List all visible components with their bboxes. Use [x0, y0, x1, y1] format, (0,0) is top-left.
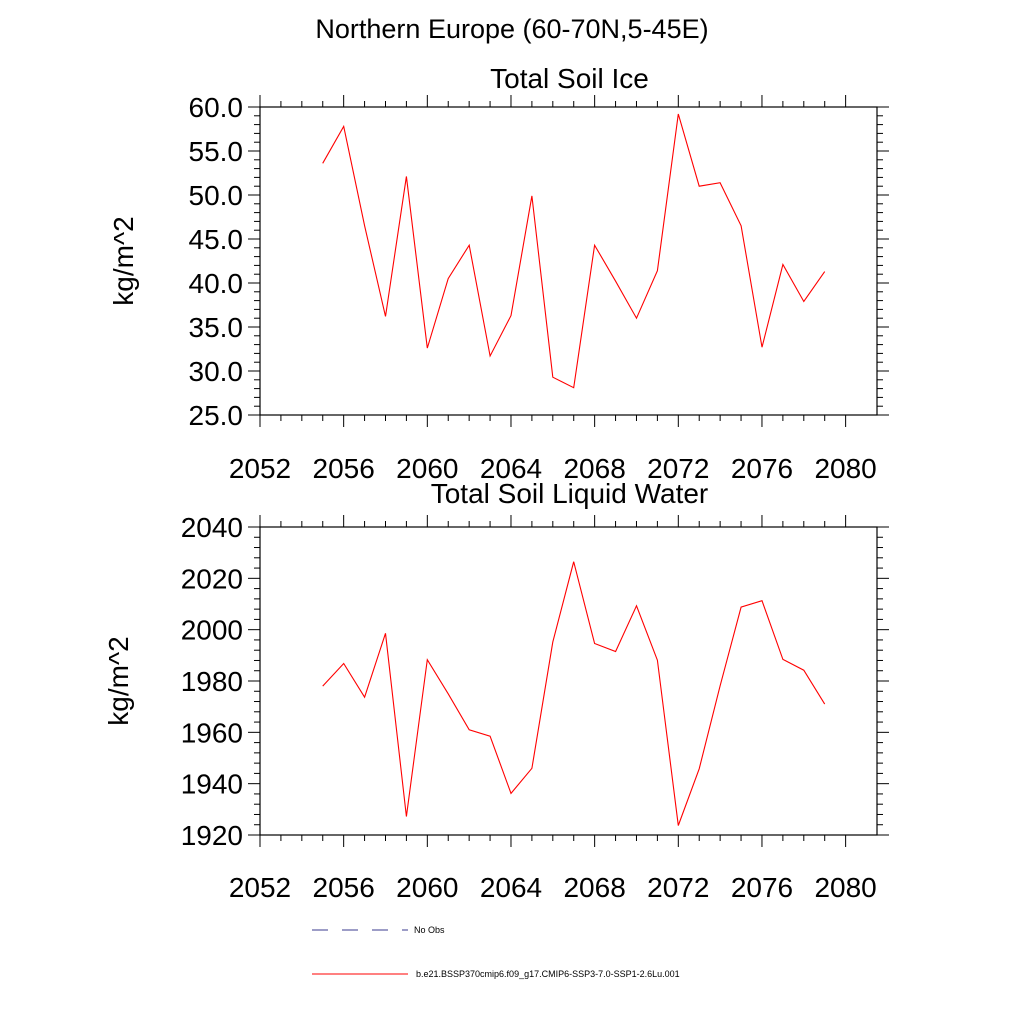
series-line-1 — [322, 113, 826, 389]
x-tick-label: 2064 — [480, 453, 542, 484]
y-tick-label: 1940 — [181, 769, 243, 800]
x-tick-label: 2068 — [563, 872, 625, 903]
x-tick-label: 2060 — [396, 872, 458, 903]
y-tick-label: 35.0 — [189, 312, 244, 343]
y-tick-label: 1960 — [181, 717, 243, 748]
series-line-1 — [322, 561, 826, 826]
panel-2: Total Soil Liquid Water kg/m^2 2052 2056 206… — [103, 478, 889, 903]
y-axis-label: kg/m^2 — [108, 216, 139, 305]
x-tick-label: 2076 — [731, 453, 793, 484]
x-tick-label: 2056 — [313, 453, 375, 484]
x-tick-label: 2072 — [647, 453, 709, 484]
x-tick-label: 2068 — [563, 453, 625, 484]
x-tick-label: 2076 — [731, 872, 793, 903]
y-tick-label: 60.0 — [189, 92, 244, 123]
y-tick-label: 25.0 — [189, 400, 244, 431]
legend-label-no-obs: No Obs — [414, 925, 445, 935]
x-tick-label: 2060 — [396, 453, 458, 484]
y-tick-label: 30.0 — [189, 356, 244, 387]
plot-frame — [259, 106, 878, 416]
y-tick-label: 50.0 — [189, 180, 244, 211]
y-tick-label: 1980 — [181, 666, 243, 697]
y-tick-label: 55.0 — [189, 136, 244, 167]
chart-title: Total Soil Liquid Water — [431, 478, 709, 509]
y-tick-label: 2000 — [181, 615, 243, 646]
legend-label-model: b.e21.BSSP370cmip6.f09_g17.CMIP6-SSP3-7.… — [416, 969, 680, 979]
x-tick-label: 2052 — [229, 453, 291, 484]
x-tick-label: 2056 — [313, 872, 375, 903]
chart-title: Total Soil Ice — [490, 63, 649, 94]
x-tick-label: 2072 — [647, 872, 709, 903]
x-tick-label: 2052 — [229, 872, 291, 903]
figure-title: Northern Europe (60-70N,5-45E) — [315, 14, 709, 44]
y-axis-label: kg/m^2 — [103, 636, 134, 725]
x-tick-label: 2064 — [480, 872, 542, 903]
y-tick-label: 40.0 — [189, 268, 244, 299]
panel-1: Total Soil Ice kg/m^2 2052 2056 2060 2064 2068… — [108, 63, 889, 484]
y-tick-label: 1920 — [181, 820, 243, 851]
plot-frame — [259, 526, 878, 836]
y-tick-label: 2020 — [181, 563, 243, 594]
legend: No Obs b.e21.BSSP370cmip6.f09_g17.CMIP6-S… — [312, 925, 680, 979]
y-tick-label: 45.0 — [189, 224, 244, 255]
y-tick-label: 2040 — [181, 512, 243, 543]
x-tick-label: 2080 — [814, 872, 876, 903]
x-tick-label: 2080 — [814, 453, 876, 484]
